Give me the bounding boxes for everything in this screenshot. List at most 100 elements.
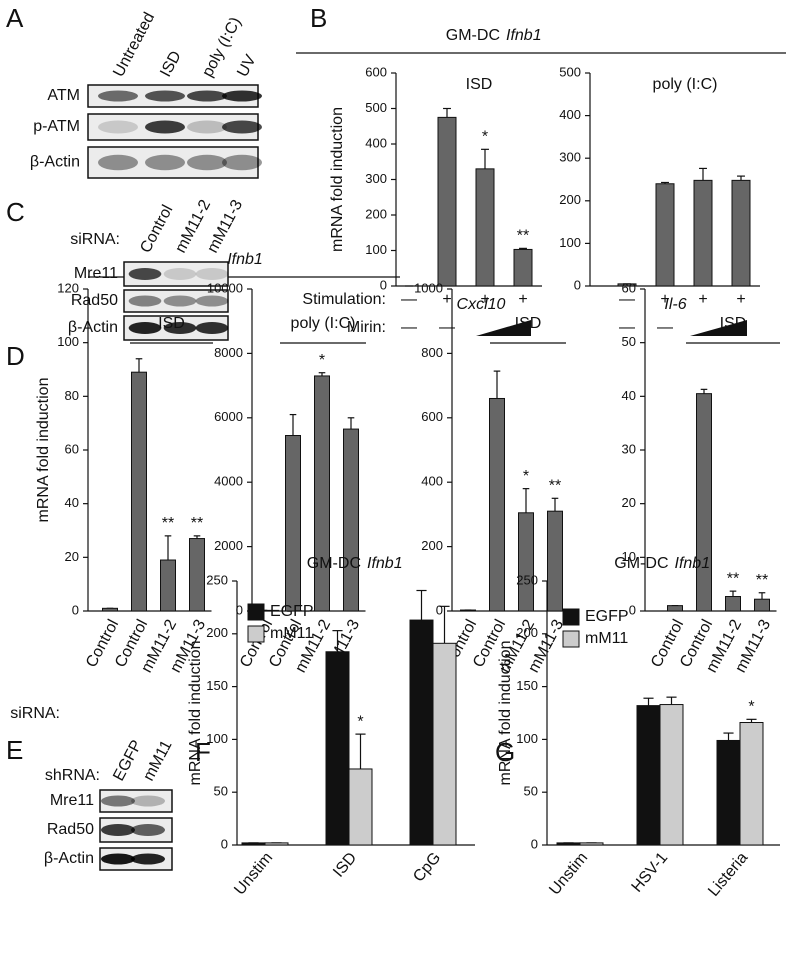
legend-label: EGFP xyxy=(585,608,629,625)
y-tick-label: 500 xyxy=(559,64,581,79)
blot-band xyxy=(128,322,162,334)
significance: ** xyxy=(162,515,174,532)
significance: * xyxy=(319,352,325,369)
significance: * xyxy=(523,468,529,485)
lane-label: mM11 xyxy=(140,738,175,784)
bar xyxy=(285,435,301,612)
y-tick-label: 0 xyxy=(380,277,387,292)
mirin-sign: — xyxy=(439,319,455,336)
significance: ** xyxy=(517,228,529,245)
y-axis-label: mRNA fold induction xyxy=(187,641,204,786)
chart-title: GM-DC xyxy=(614,555,668,572)
y-tick-label: 20 xyxy=(622,495,636,510)
y-tick-label: 60 xyxy=(622,280,636,295)
y-tick-label: 10 xyxy=(622,549,636,564)
row-label: β-Actin xyxy=(30,154,80,171)
significance: ** xyxy=(727,570,739,587)
blot-band xyxy=(195,295,229,307)
y-tick-label: 100 xyxy=(365,242,387,257)
chart-title: GM-DC xyxy=(307,555,361,572)
y-tick-label: 500 xyxy=(365,100,387,115)
row-label: siRNA: xyxy=(10,705,60,722)
blot-band xyxy=(128,268,162,280)
row-label: Mirin: xyxy=(347,319,386,336)
bar xyxy=(475,168,495,287)
y-tick-label: 30 xyxy=(622,441,636,456)
y-tick-label: 0 xyxy=(236,602,243,617)
bar xyxy=(655,183,675,287)
y-tick-label: 50 xyxy=(214,784,228,799)
blot-band xyxy=(131,795,165,807)
category-sign: + xyxy=(442,291,451,308)
mirin-sign: — xyxy=(619,319,635,336)
blot-strip xyxy=(123,289,229,313)
category-sign: + xyxy=(698,291,707,308)
bar xyxy=(731,179,751,287)
y-tick-label: 0 xyxy=(72,602,79,617)
blot-band xyxy=(163,295,197,307)
significance: * xyxy=(748,699,754,716)
bar xyxy=(556,842,581,846)
legend-swatch xyxy=(247,603,265,621)
y-tick-label: 100 xyxy=(559,235,581,250)
significance: ** xyxy=(191,515,203,532)
mirin-ramp xyxy=(690,320,747,336)
blot-band xyxy=(145,120,185,134)
x-tick-label: Unstim xyxy=(546,849,591,898)
bar xyxy=(579,842,604,846)
bar xyxy=(489,397,505,612)
significance: * xyxy=(482,129,488,146)
blot-band xyxy=(195,322,229,334)
y-tick-label: 8000 xyxy=(214,345,243,360)
legend-swatch xyxy=(562,608,580,626)
bar xyxy=(343,428,359,612)
legend-label: mM11 xyxy=(585,630,628,647)
category-sign: + xyxy=(518,291,527,308)
y-tick-label: 100 xyxy=(206,731,228,746)
y-tick-label: 6000 xyxy=(214,409,243,424)
header-text: GM-DC xyxy=(446,27,500,44)
blot-band xyxy=(131,853,165,865)
y-tick-label: 200 xyxy=(559,192,581,207)
blot-band xyxy=(128,295,162,307)
y-tick-label: 300 xyxy=(559,150,581,165)
blot-band xyxy=(98,120,138,134)
chart-title: poly (I:C) xyxy=(653,76,718,93)
blot-band xyxy=(222,90,262,102)
chart-title-gene: Ifnb1 xyxy=(675,555,711,572)
bar xyxy=(409,619,434,846)
legend-swatch xyxy=(247,625,265,643)
x-tick-label: ISD xyxy=(330,849,360,880)
y-axis-label: mRNA fold induction xyxy=(329,107,346,252)
header-gene: Ifnb1 xyxy=(227,251,263,268)
y-tick-label: 600 xyxy=(421,409,443,424)
blot-band xyxy=(222,154,262,171)
blot-band xyxy=(187,120,227,134)
bar xyxy=(725,596,741,612)
blot-label: siRNA: xyxy=(70,231,120,248)
mirin-ramp xyxy=(476,320,531,336)
panel-letter: F xyxy=(195,737,211,767)
y-tick-label: 4000 xyxy=(214,474,243,489)
lane-label: Control xyxy=(137,202,176,256)
bar xyxy=(696,393,712,612)
blot-band xyxy=(163,268,197,280)
y-tick-label: 800 xyxy=(421,345,443,360)
lane-label: UV xyxy=(234,52,260,80)
blot-strip xyxy=(123,261,229,287)
y-axis-label: mRNA fold induction xyxy=(497,641,514,786)
y-tick-label: 250 xyxy=(206,572,228,587)
significance: ** xyxy=(549,478,561,495)
significance: * xyxy=(357,713,363,730)
y-tick-label: 40 xyxy=(622,388,636,403)
bar xyxy=(636,705,661,846)
y-tick-label: 150 xyxy=(516,678,538,693)
category-sign: + xyxy=(480,291,489,308)
y-tick-label: 100 xyxy=(516,731,538,746)
blot-band xyxy=(187,90,227,102)
blot-band xyxy=(195,268,229,280)
bar xyxy=(160,559,176,612)
bar xyxy=(617,283,637,287)
bar xyxy=(513,248,533,287)
y-tick-label: 50 xyxy=(622,334,636,349)
